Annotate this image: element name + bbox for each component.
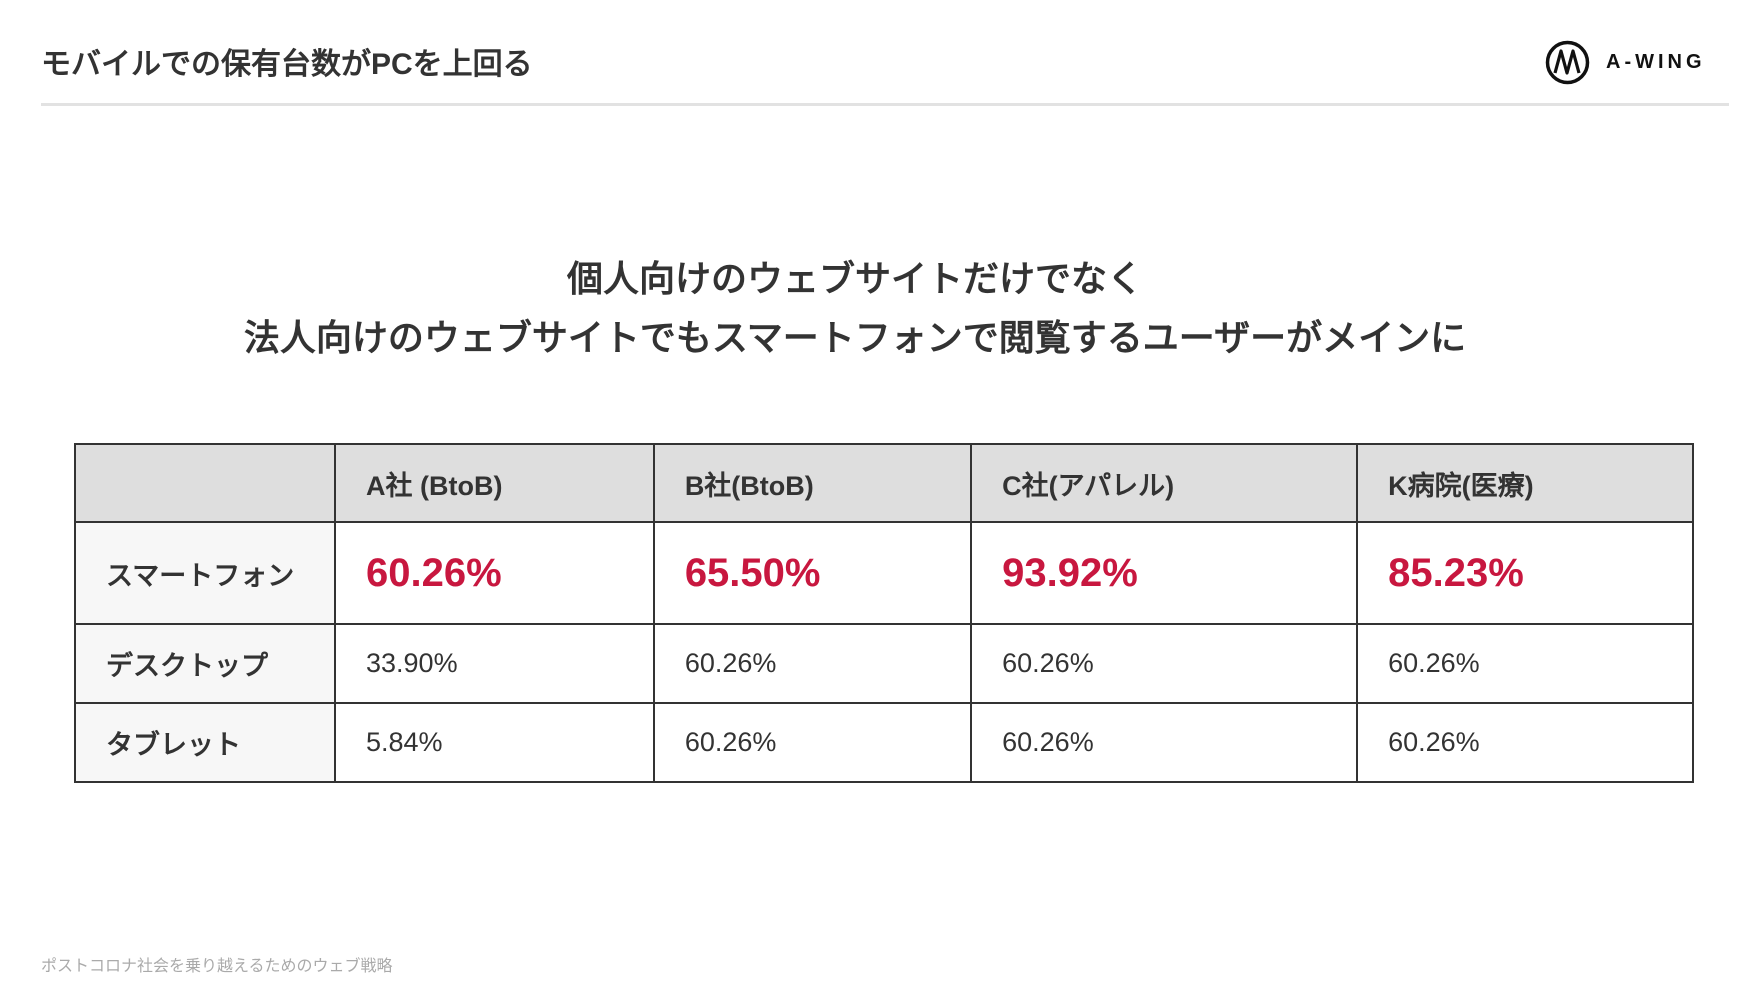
table-corner-cell bbox=[74, 443, 336, 523]
table-row: タブレット 5.84% 60.26% 60.26% 60.26% bbox=[74, 702, 1694, 783]
footer-text: ポストコロナ社会を乗り越えるためのウェブ戦略 bbox=[41, 958, 393, 975]
table-cell: 93.92% bbox=[970, 521, 1359, 625]
row-label: スマートフォン bbox=[74, 521, 336, 625]
column-header: B社(BtoB) bbox=[652, 443, 973, 523]
table-cell: 60.26% bbox=[1356, 623, 1694, 704]
a-wing-logo-icon bbox=[1545, 40, 1590, 85]
table-row: スマートフォン 60.26% 65.50% 93.92% 85.23% bbox=[74, 521, 1694, 625]
headline-line-1: 個人向けのウェブサイトだけでなく bbox=[566, 258, 1143, 299]
table-cell: 33.90% bbox=[334, 623, 655, 704]
column-header: C社(アパレル) bbox=[970, 443, 1359, 523]
table-row: デスクトップ 33.90% 60.26% 60.26% 60.26% bbox=[74, 623, 1694, 704]
table-header-row: A社 (BtoB) B社(BtoB) C社(アパレル) K病院(医療) bbox=[74, 443, 1694, 523]
row-label: タブレット bbox=[74, 702, 336, 783]
header-divider bbox=[41, 103, 1729, 106]
table-cell: 60.26% bbox=[652, 623, 973, 704]
table-cell: 60.26% bbox=[970, 623, 1359, 704]
page-title: モバイルでの保有台数がPCを上回る bbox=[41, 48, 533, 81]
device-share-table: A社 (BtoB) B社(BtoB) C社(アパレル) K病院(医療) スマート… bbox=[74, 443, 1694, 783]
table-cell: 60.26% bbox=[970, 702, 1359, 783]
table-cell: 60.26% bbox=[1356, 702, 1694, 783]
column-header: A社 (BtoB) bbox=[334, 443, 655, 523]
table-cell: 5.84% bbox=[334, 702, 655, 783]
table-cell: 60.26% bbox=[334, 521, 655, 625]
table-cell: 65.50% bbox=[652, 521, 973, 625]
row-label: デスクトップ bbox=[74, 623, 336, 704]
headline-line-2: 法人向けのウェブサイトでもスマートフォンで閲覧するユーザーがメインに bbox=[243, 317, 1467, 358]
table-cell: 85.23% bbox=[1356, 521, 1694, 625]
logo-text: A-WING bbox=[1606, 51, 1706, 73]
table-cell: 60.26% bbox=[652, 702, 973, 783]
column-header: K病院(医療) bbox=[1356, 443, 1694, 523]
logo: A-WING bbox=[1545, 40, 1706, 85]
